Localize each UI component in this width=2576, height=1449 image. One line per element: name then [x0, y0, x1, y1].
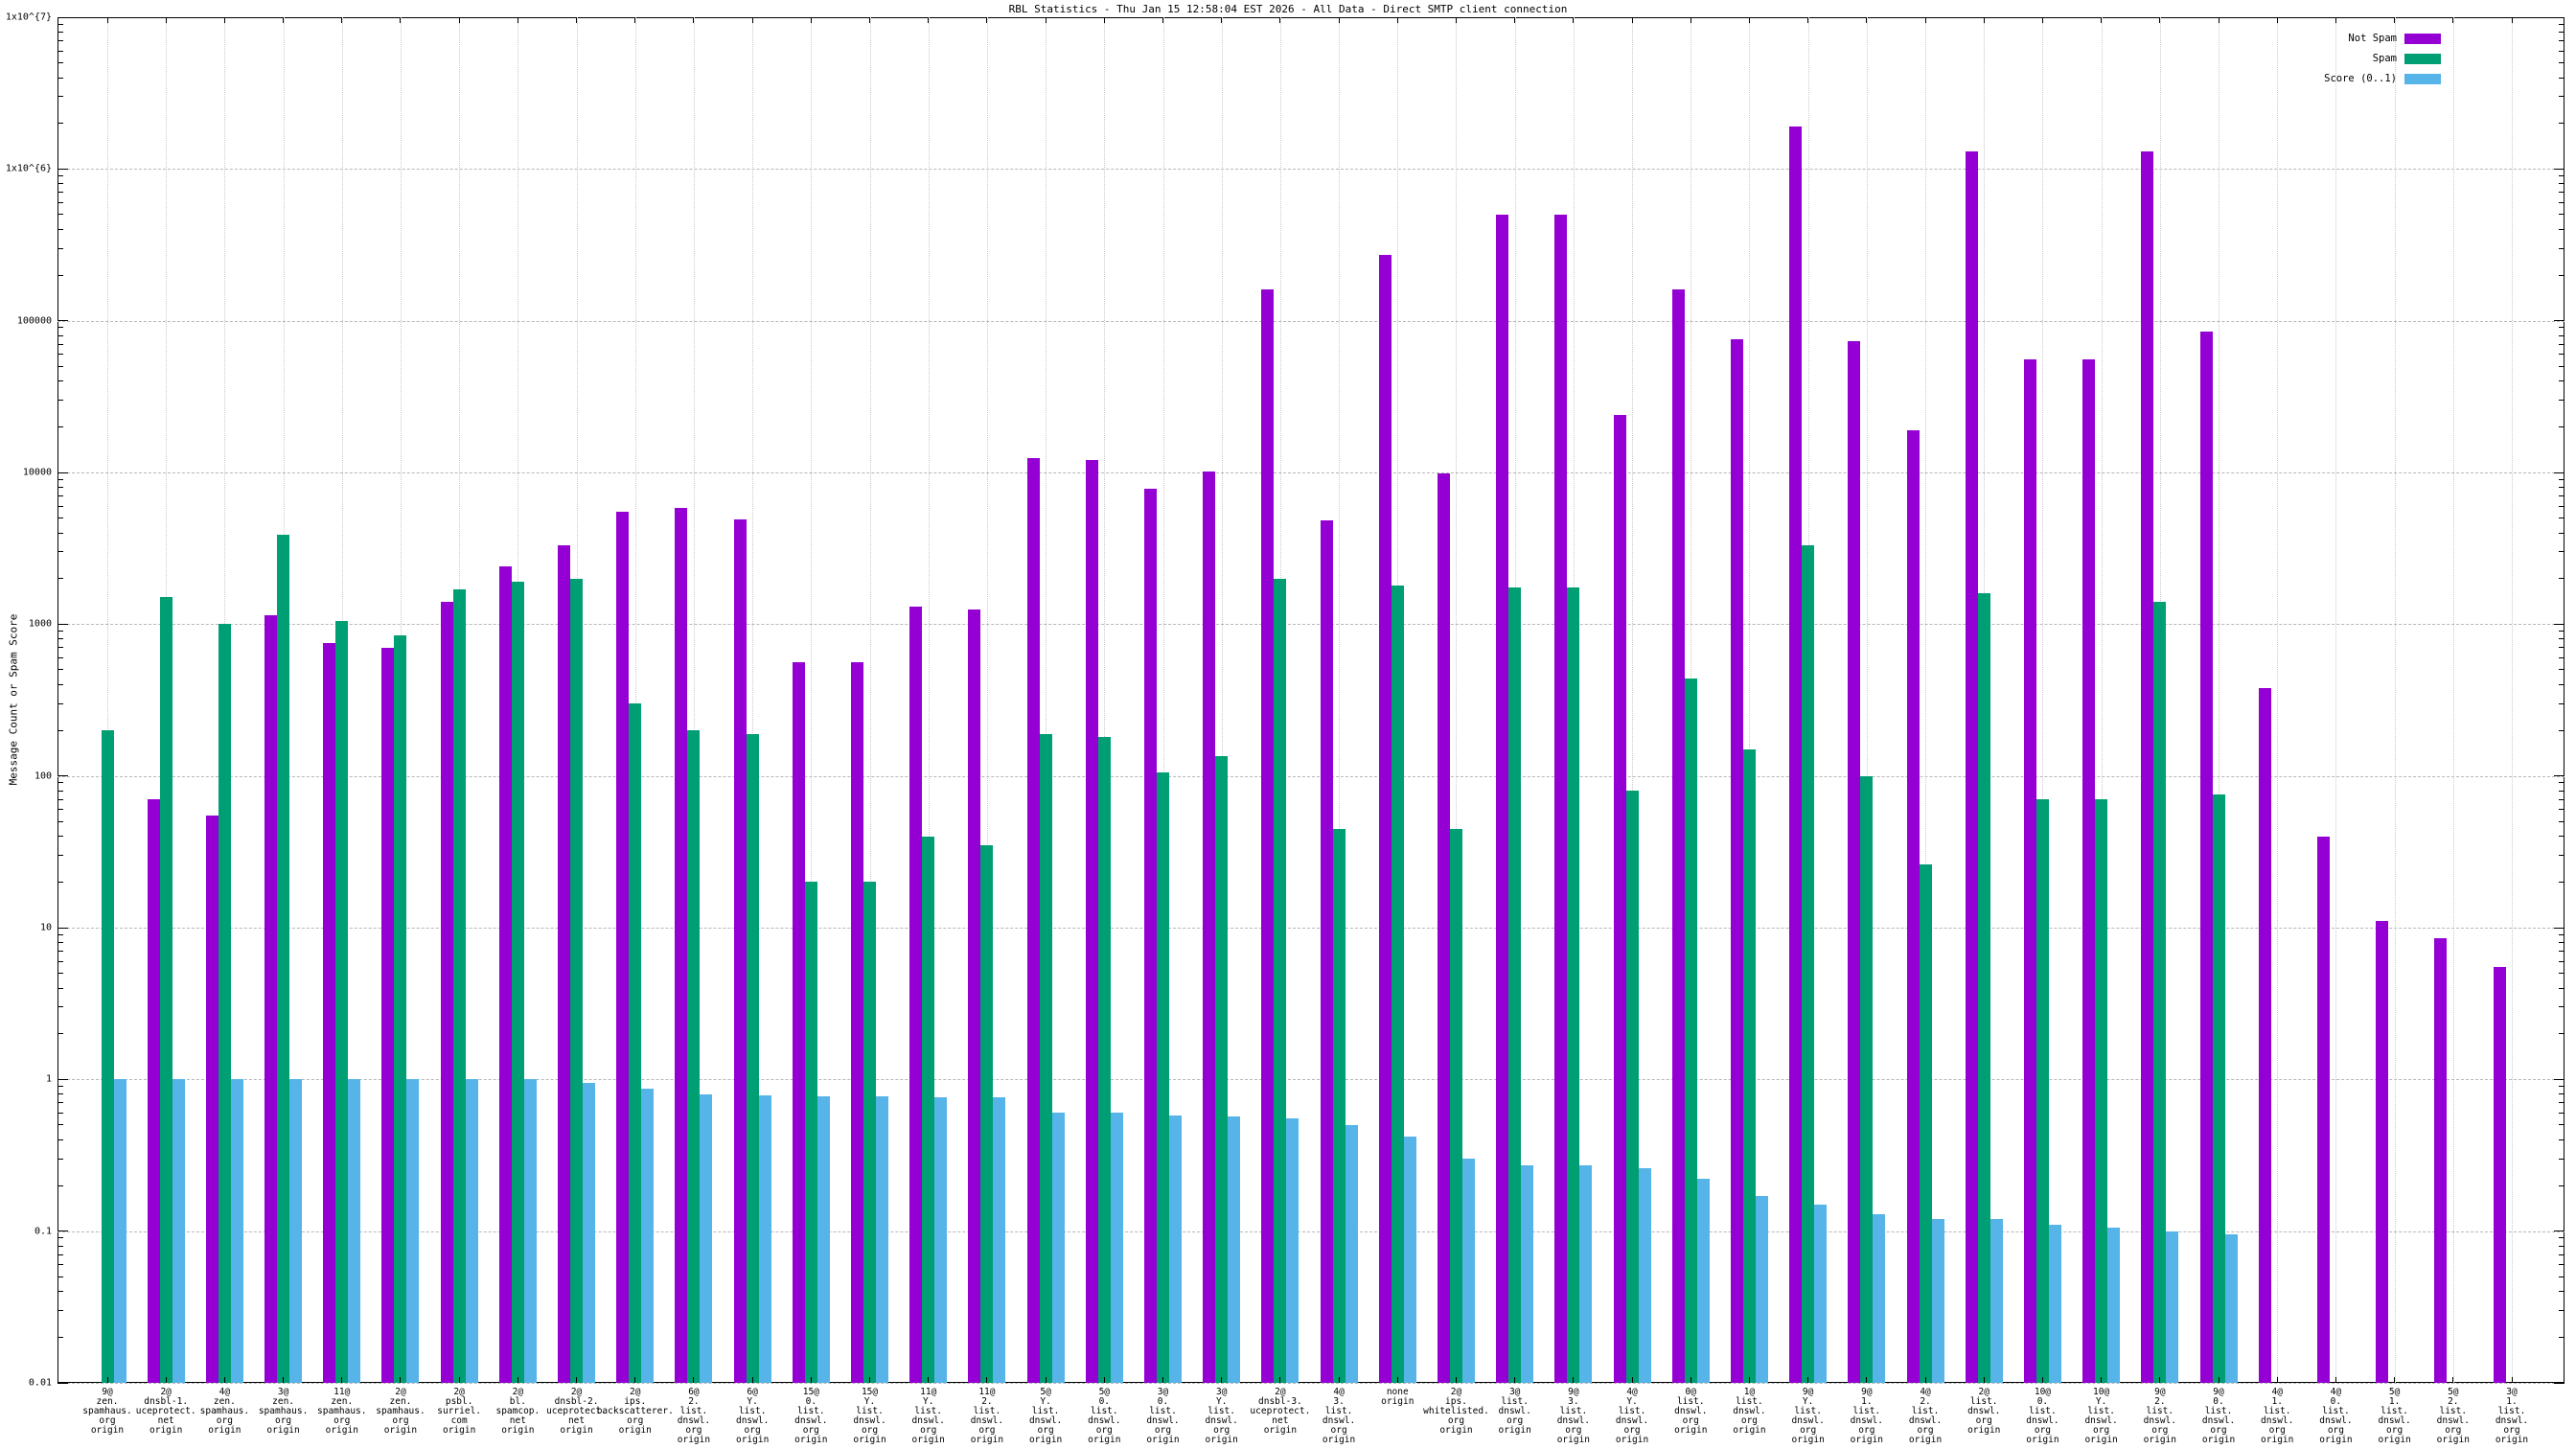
x-tick-label: 3@ 1. list. dnswl. org origin [2495, 1387, 2529, 1445]
x-tick-label: 2@ list. dnswl. org origin [1967, 1387, 2001, 1436]
x-tick-label: 15@ 0. list. dnswl. org origin [794, 1387, 828, 1445]
x-tick-label: 6@ 2. list. dnswl. org origin [677, 1387, 711, 1445]
x-tick-label: 3@ list. dnswl. org origin [1498, 1387, 1531, 1436]
x-tick-label: 5@ Y. list. dnswl. org origin [1028, 1387, 1063, 1445]
x-tick-label: 2@ ips. backscatterer. org origin [596, 1387, 674, 1436]
x-tick-label: 11@ 2. list. dnswl. org origin [970, 1387, 1004, 1445]
horizontal-gridline [58, 1383, 2564, 1384]
x-tick-label: 2@ dnsbl-1. uceprotect. net origin [135, 1387, 196, 1436]
x-tick-label: 10@ Y. list. dnswl. org origin [2084, 1387, 2118, 1445]
legend: Not Spam Spam Score (0..1) [2324, 33, 2441, 84]
x-tick-label: 2@ ips. whitelisted. org origin [1423, 1387, 1489, 1436]
x-tick-label: 5@ 0. list. dnswl. org origin [1088, 1387, 1121, 1445]
legend-swatch-icon [2404, 53, 2441, 64]
y-tick-label: 10 [39, 922, 52, 933]
y-tick-label: 1 [45, 1073, 52, 1085]
legend-label: Spam [2372, 53, 2397, 64]
legend-item-not-spam: Not Spam [2348, 33, 2441, 44]
x-tick-label: 3@ zen. spamhaus. org origin [258, 1387, 309, 1436]
x-tick-label: 4@ 2. list. dnswl. org origin [1908, 1387, 1943, 1445]
legend-label: Score (0..1) [2324, 73, 2397, 84]
x-tick-label: 2@ dnsbl-3. uceprotect. net origin [1250, 1387, 1311, 1436]
x-tick-label: 9@ zen. spamhaus. org origin [82, 1387, 132, 1436]
x-tick-label: 11@ zen. spamhaus. org origin [317, 1387, 367, 1436]
x-tick-label: 2@ bl. spamcop. net origin [495, 1387, 540, 1436]
x-tick-label: 9@ 1. list. dnswl. org origin [1850, 1387, 1884, 1445]
x-tick-label: 5@ 1. list. dnswl. org origin [2378, 1387, 2411, 1445]
x-tick-label: 0@ list. dnswl. org origin [1674, 1387, 1708, 1436]
x-tick-label: 9@ Y. list. dnswl. org origin [1791, 1387, 1825, 1445]
legend-swatch-icon [2404, 33, 2441, 44]
x-tick-label: 6@ Y. list. dnswl. org origin [735, 1387, 770, 1445]
x-tick-label: 9@ 3. list. dnswl. org origin [1556, 1387, 1591, 1445]
legend-label: Not Spam [2348, 33, 2397, 44]
y-tick-label: 1x10^{6} [5, 163, 52, 174]
y-axis-label: Message Count or Spam Score [7, 613, 20, 786]
x-tick-label: 1@ list. dnswl. org origin [1733, 1387, 1766, 1436]
x-tick-label: 4@ 1. list. dnswl. org origin [2261, 1387, 2294, 1445]
x-tick-label: 3@ 0. list. dnswl. org origin [1146, 1387, 1180, 1445]
x-tick-label: 2@ dnsbl-2. uceprotect. net origin [546, 1387, 608, 1436]
x-tick-label: 2@ psbl. surriel. com origin [437, 1387, 482, 1436]
y-tick-label: 10000 [22, 467, 52, 478]
x-tick-label: 4@ 3. list. dnswl. org origin [1322, 1387, 1356, 1445]
x-tick-label: 11@ Y. list. dnswl. org origin [911, 1387, 945, 1445]
x-tick-label: 9@ 2. list. dnswl. org origin [2143, 1387, 2176, 1445]
plot-area [58, 17, 2564, 1383]
y-tick-label: 0.1 [34, 1226, 52, 1237]
x-tick-label: 4@ Y. list. dnswl. org origin [1615, 1387, 1649, 1445]
x-tick-label: 2@ zen. spamhaus. org origin [376, 1387, 426, 1436]
x-tick-label: 4@ zen. spamhaus. org origin [199, 1387, 250, 1436]
y-tick-label: 100000 [16, 315, 52, 327]
x-tick-label: 10@ 0. list. dnswl. org origin [2026, 1387, 2059, 1445]
legend-item-score-0-1: Score (0..1) [2324, 73, 2441, 84]
x-tick-label: none origin [1381, 1387, 1414, 1407]
legend-swatch-icon [2404, 73, 2441, 84]
x-tick-label: 5@ 2. list. dnswl. org origin [2436, 1387, 2470, 1445]
x-tick-label: 3@ Y. list. dnswl. org origin [1205, 1387, 1238, 1445]
y-tick-label: 0.01 [28, 1377, 52, 1389]
chart-title: RBL Statistics - Thu Jan 15 12:58:04 EST… [1008, 3, 1568, 15]
x-tick-label: 4@ 0. list. dnswl. org origin [2319, 1387, 2353, 1445]
x-tick-label: 15@ Y. list. dnswl. org origin [853, 1387, 886, 1445]
x-tick-label: 9@ 0. list. dnswl. org origin [2201, 1387, 2236, 1445]
legend-item-spam: Spam [2373, 53, 2441, 64]
